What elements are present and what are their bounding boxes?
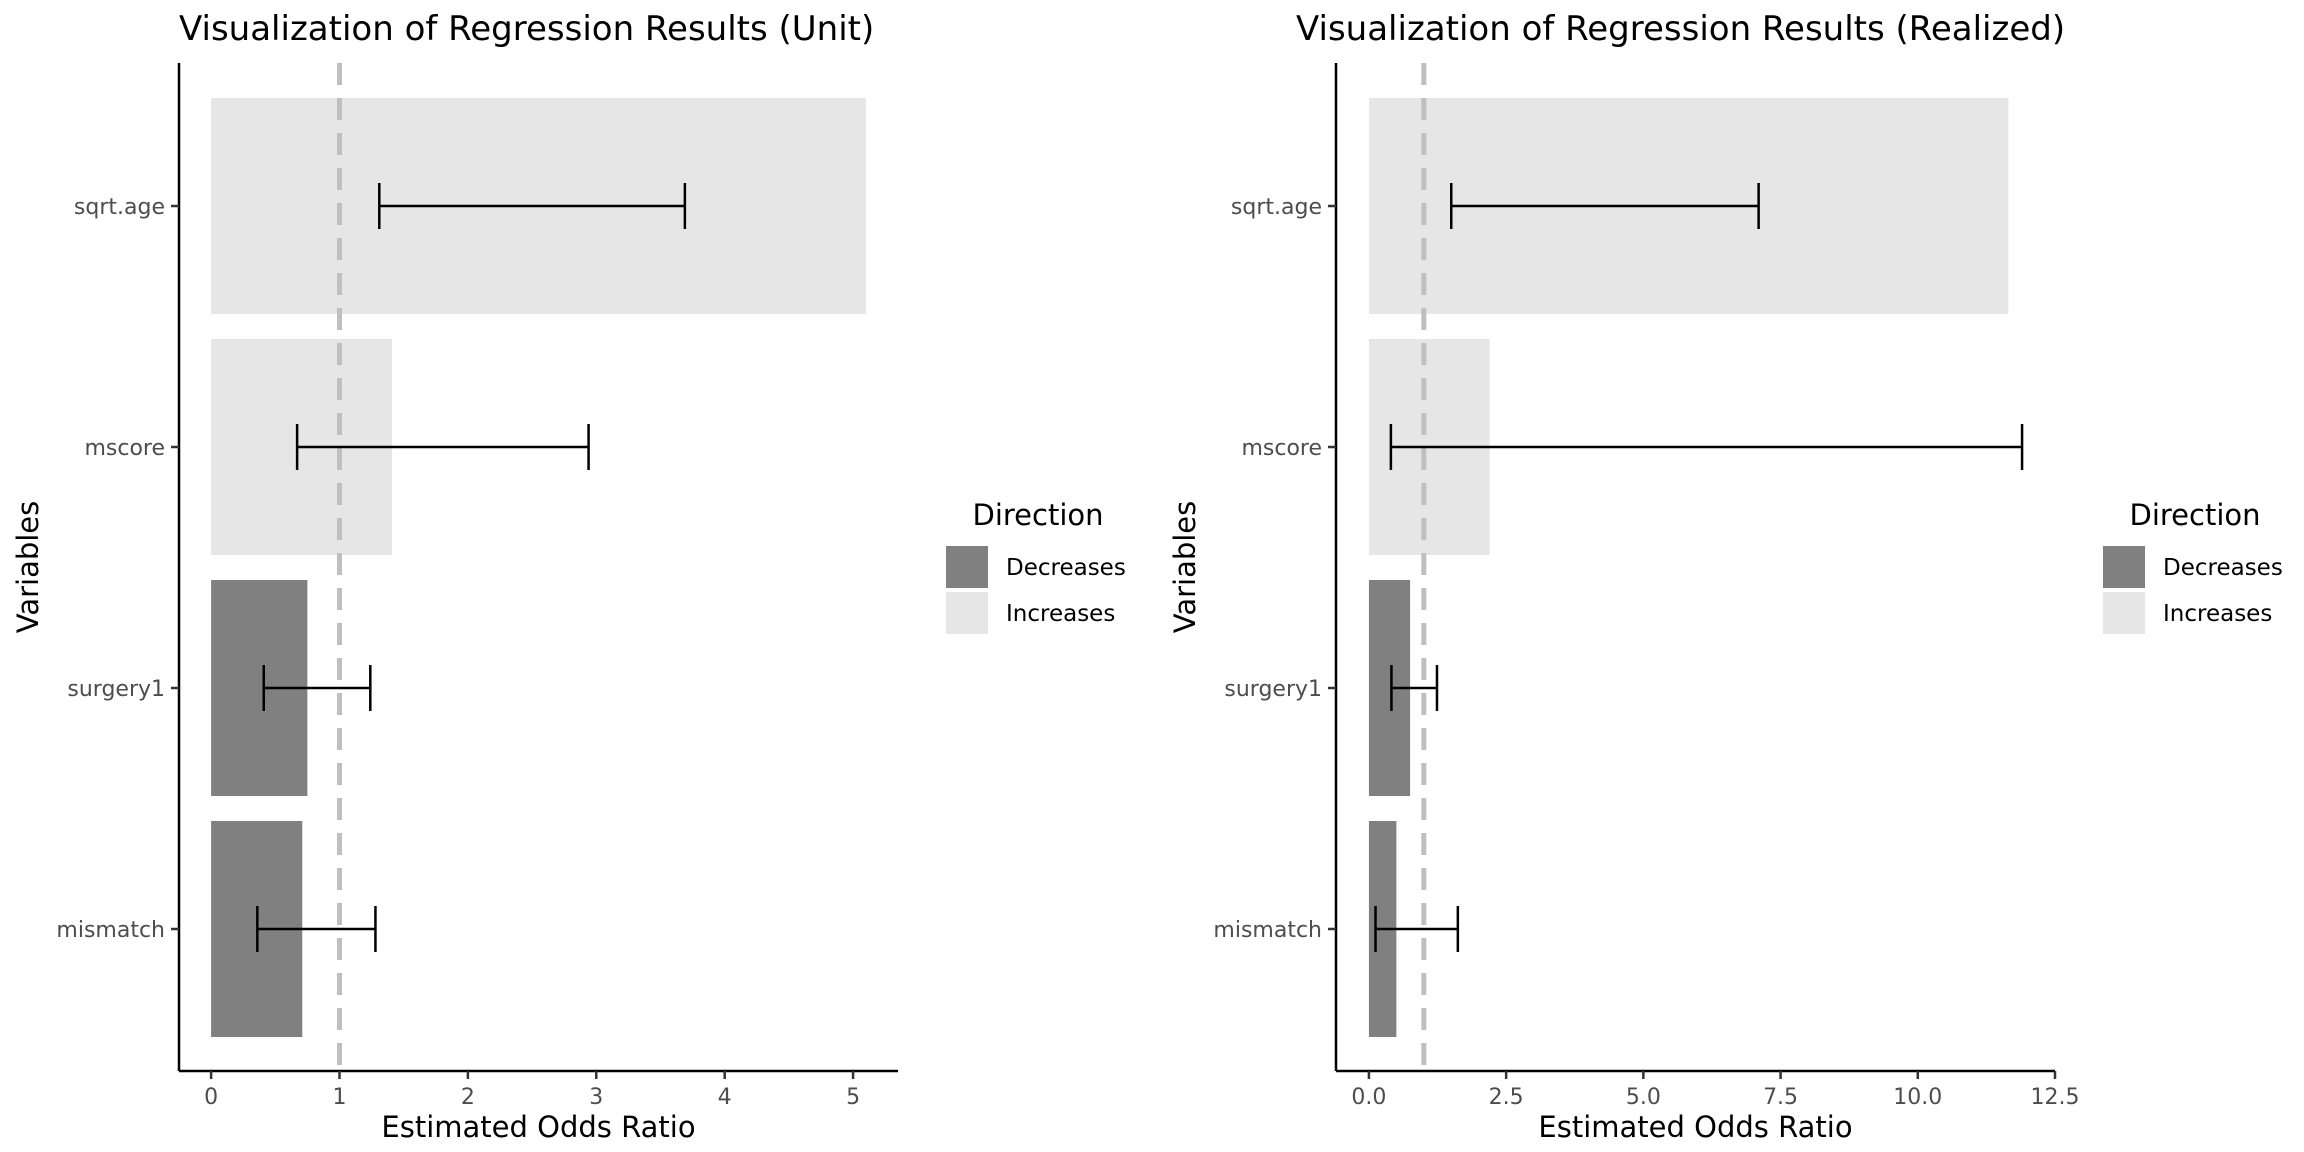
y-tick-label: sqrt.age [74, 195, 165, 220]
legend-label: Increases [2163, 601, 2272, 627]
x-tick-label: 3 [589, 1085, 603, 1110]
legend-swatch-increases [946, 592, 988, 634]
legend-swatch-decreases [946, 546, 988, 588]
y-tick-label: sqrt.age [1231, 195, 1322, 220]
x-tick-label: 1 [332, 1085, 346, 1110]
y-tick-label: mismatch [1213, 918, 1322, 943]
error-bar-mismatch [256, 906, 377, 952]
y-tick-label: mscore [1241, 436, 1322, 461]
x-tick-label: 0 [204, 1085, 218, 1110]
legend-title: Direction [2129, 498, 2260, 532]
legend-label: Increases [1006, 601, 1115, 627]
legend-label: Decreases [1006, 555, 1126, 581]
error-bar-sqrt.age [1450, 183, 1760, 229]
legend-swatch-increases [2103, 592, 2145, 634]
y-tick-label: mismatch [56, 918, 165, 943]
error-bar-surgery1 [1390, 665, 1439, 711]
x-tick-label: 0.0 [1351, 1085, 1386, 1110]
y-axis-title: Variables [11, 501, 45, 634]
chart-title: Visualization of Regression Results (Uni… [179, 9, 874, 49]
x-axis-title: Estimated Odds Ratio [1538, 1110, 1852, 1144]
error-bar-surgery1 [262, 665, 372, 711]
legend: Direction Decreases Increases [2103, 498, 2283, 634]
chart-panel-2: Visualization of Regression Results (Rea… [1168, 9, 2283, 1144]
chart-panel-1: Visualization of Regression Results (Uni… [11, 9, 1126, 1144]
legend-title: Direction [972, 498, 1103, 532]
legend: Direction Decreases Increases [946, 498, 1126, 634]
error-bar-mscore [295, 424, 590, 470]
error-bar-sqrt.age [378, 183, 687, 229]
y-tick-label: surgery1 [67, 677, 165, 702]
x-tick-label: 12.5 [2031, 1085, 2080, 1110]
x-tick-label: 5 [846, 1085, 860, 1110]
x-tick-label: 2.5 [1489, 1085, 1524, 1110]
y-tick-label: surgery1 [1224, 677, 1322, 702]
error-bar-mscore [1389, 424, 2024, 470]
legend-swatch-decreases [2103, 546, 2145, 588]
x-tick-label: 10.0 [1893, 1085, 1942, 1110]
x-tick-label: 2 [461, 1085, 475, 1110]
x-tick-label: 4 [718, 1085, 732, 1110]
x-tick-label: 5.0 [1626, 1085, 1661, 1110]
y-axis-title: Variables [1168, 501, 1202, 634]
error-bar-mismatch [1374, 906, 1460, 952]
x-axis-title: Estimated Odds Ratio [381, 1110, 695, 1144]
x-tick-label: 7.5 [1763, 1085, 1798, 1110]
y-tick-label: mscore [84, 436, 165, 461]
legend-label: Decreases [2163, 555, 2283, 581]
chart-title: Visualization of Regression Results (Rea… [1296, 9, 2065, 49]
